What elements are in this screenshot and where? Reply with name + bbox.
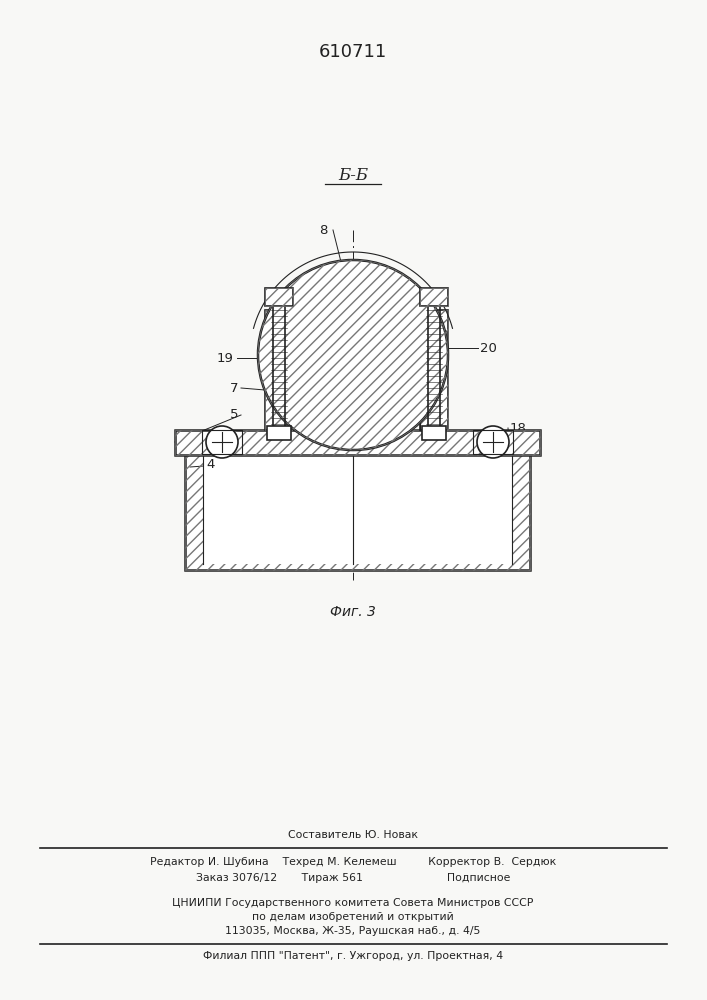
Text: 18: 18 [510,422,527,434]
Bar [473,430,513,454]
Bar [420,288,448,306]
Circle shape [258,260,448,450]
Bar [265,310,293,370]
Text: 8: 8 [319,224,327,236]
Text: Заказ 3076/12       Тираж 561                        Подписное: Заказ 3076/12 Тираж 561 Подписное [196,873,510,883]
Bar [422,426,446,440]
Bar [420,370,448,430]
Text: Редактор И. Шубина    Техред М. Келемеш         Корректор В.  Сердюк: Редактор И. Шубина Техред М. Келемеш Кор… [150,857,556,867]
Text: 7: 7 [230,381,238,394]
Bar [175,430,540,455]
Text: ЦНИИПИ Государственного комитета Совета Министров СССР: ЦНИИПИ Государственного комитета Совета … [173,898,534,908]
Bar [265,288,293,306]
Text: 5: 5 [230,408,238,422]
Text: 4: 4 [206,458,215,472]
Text: 20: 20 [480,342,497,355]
Bar [185,450,530,570]
Bar [420,288,448,306]
Bar [185,450,530,570]
Bar [420,310,448,370]
Bar [420,310,448,370]
Text: Фиг. 3: Фиг. 3 [330,605,376,619]
Text: 113035, Москва, Ж-35, Раушская наб., д. 4/5: 113035, Москва, Ж-35, Раушская наб., д. … [226,926,481,936]
Bar [420,370,448,430]
Text: по делам изобретений и открытий: по делам изобретений и открытий [252,912,454,922]
Text: Филиал ППП "Патент", г. Ужгород, ул. Проектная, 4: Филиал ППП "Патент", г. Ужгород, ул. Про… [203,951,503,961]
Bar [202,430,242,454]
Text: 19: 19 [216,352,233,364]
Circle shape [206,426,238,458]
Bar [265,370,293,430]
Text: 610711: 610711 [319,43,387,61]
Bar [265,310,293,370]
Bar [265,288,293,306]
Circle shape [477,426,509,458]
Bar [175,430,540,455]
Bar [265,370,293,430]
Bar [267,426,291,440]
Text: Составитель Ю. Новак: Составитель Ю. Новак [288,830,418,840]
Bar [203,456,512,564]
Text: Б-Б: Б-Б [338,166,368,184]
